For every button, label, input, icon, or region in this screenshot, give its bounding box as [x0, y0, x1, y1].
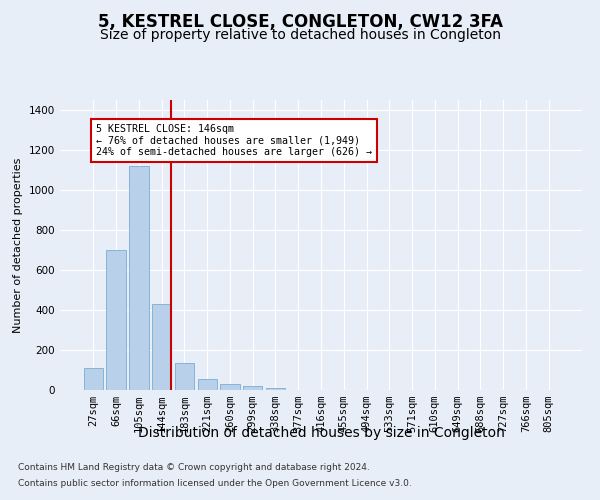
Bar [197, 379, 217, 390]
Bar [152, 304, 172, 390]
Bar [243, 386, 262, 390]
Text: Contains public sector information licensed under the Open Government Licence v3: Contains public sector information licen… [18, 478, 412, 488]
Bar [175, 363, 194, 390]
Text: Contains HM Land Registry data © Crown copyright and database right 2024.: Contains HM Land Registry data © Crown c… [18, 464, 370, 472]
Text: 5, KESTREL CLOSE, CONGLETON, CW12 3FA: 5, KESTREL CLOSE, CONGLETON, CW12 3FA [97, 12, 503, 30]
Bar [266, 388, 285, 390]
Text: 5 KESTREL CLOSE: 146sqm
← 76% of detached houses are smaller (1,949)
24% of semi: 5 KESTREL CLOSE: 146sqm ← 76% of detache… [96, 124, 372, 157]
Text: Distribution of detached houses by size in Congleton: Distribution of detached houses by size … [137, 426, 505, 440]
Text: Size of property relative to detached houses in Congleton: Size of property relative to detached ho… [100, 28, 500, 42]
Bar [220, 384, 239, 390]
Bar [129, 166, 149, 390]
Y-axis label: Number of detached properties: Number of detached properties [13, 158, 23, 332]
Bar [84, 368, 103, 390]
Bar [106, 250, 126, 390]
